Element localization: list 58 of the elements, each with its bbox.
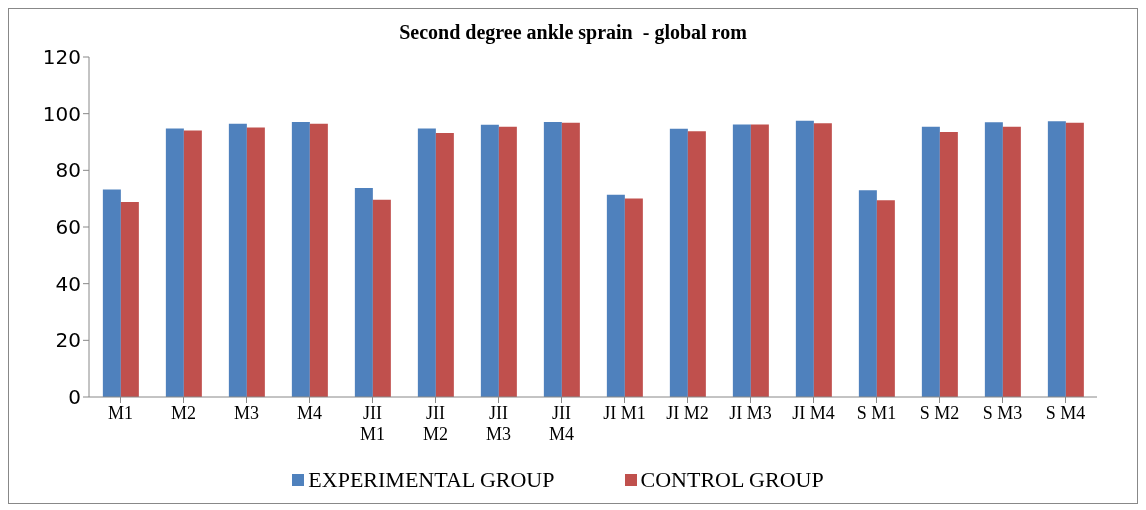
bar [921, 126, 940, 397]
bar [687, 131, 706, 397]
bar [1002, 126, 1021, 397]
bar [246, 127, 265, 397]
x-tick-label: M1 [107, 403, 134, 423]
bar [120, 202, 139, 397]
bar [939, 132, 958, 397]
x-tick-label: M2 [170, 403, 197, 423]
y-tick-label: 80 [55, 158, 81, 183]
bar [1065, 122, 1084, 397]
chart-title: Second degree ankle sprain - global rom [398, 21, 748, 44]
bar [795, 120, 814, 397]
legend-label: EXPERIMENTAL GROUP [308, 467, 555, 493]
x-tick-label: S M2 [919, 403, 960, 423]
bar [183, 130, 202, 397]
x-tick-label: JII M1 [359, 403, 386, 444]
bar [858, 190, 877, 397]
bar [561, 122, 580, 397]
bar [291, 121, 310, 397]
legend-label: CONTROL GROUP [640, 467, 824, 493]
bar [309, 123, 328, 397]
bar [750, 124, 769, 397]
bar [876, 200, 895, 397]
bar [813, 123, 832, 397]
x-tick-label: JII M4 [548, 403, 575, 444]
bar [165, 128, 184, 397]
y-tick-label: 120 [42, 45, 81, 70]
bar [228, 123, 247, 397]
x-tick-label: JI M2 [666, 403, 709, 423]
bar [417, 128, 436, 397]
x-tick-label: S M3 [982, 403, 1023, 423]
bar [732, 124, 751, 397]
bar [480, 124, 499, 397]
bar [1047, 121, 1066, 397]
bar [354, 187, 373, 397]
bar [543, 121, 562, 397]
y-tick-label: 100 [42, 101, 81, 126]
x-tick-label: S M4 [1045, 403, 1086, 423]
y-tick-label: 60 [55, 215, 81, 240]
bar [102, 189, 121, 397]
x-tick-label: M3 [233, 403, 260, 423]
x-tick-label: JII M2 [422, 403, 449, 444]
bar [498, 126, 517, 397]
y-tick-label: 40 [55, 271, 81, 296]
x-tick-label: JII M3 [485, 403, 512, 444]
y-tick-label: 0 [68, 385, 81, 410]
x-tick-label: S M1 [856, 403, 897, 423]
bar [984, 122, 1003, 397]
bar [669, 128, 688, 397]
bar [606, 194, 625, 397]
x-tick-label: JI M4 [792, 403, 835, 423]
x-tick-label: JI M1 [603, 403, 646, 423]
bar [372, 199, 391, 397]
bar [435, 132, 454, 397]
y-tick-label: 20 [55, 328, 81, 353]
bar [624, 198, 643, 397]
x-tick-label: M4 [296, 403, 323, 423]
x-tick-label: JI M3 [729, 403, 772, 423]
